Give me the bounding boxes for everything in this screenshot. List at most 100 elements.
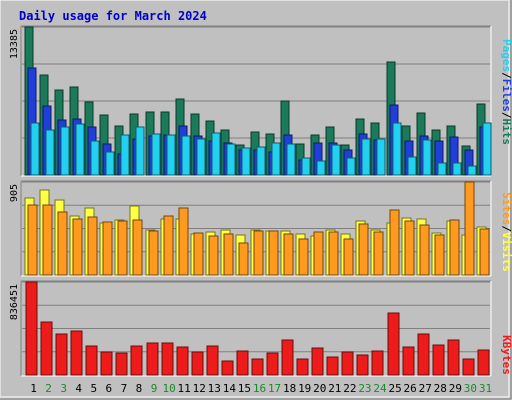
bottom-bar-kbytes-day-20	[311, 347, 324, 376]
day-label: 22	[343, 382, 356, 395]
bottom-bar-kbytes-day-5	[85, 345, 98, 376]
day-label: 2	[45, 382, 52, 395]
top-bar-pages-day-4	[75, 123, 85, 176]
middle-bar-sites-day-1	[27, 204, 38, 276]
middle-bar-sites-day-13	[208, 235, 219, 276]
top-bar-pages-day-20	[316, 160, 326, 176]
middle-bar-sites-day-25	[389, 209, 400, 276]
middle-legend-part: Sites	[500, 192, 512, 225]
top-bar-pages-day-5	[90, 140, 100, 176]
bottom-legend-part: KBytes	[500, 335, 512, 375]
middle-bar-sites-day-26	[404, 220, 415, 276]
middle-bar-sites-day-23	[358, 223, 369, 276]
middle-bar-sites-day-4	[72, 218, 83, 276]
bottom-bar-kbytes-day-16	[251, 358, 264, 376]
day-label: 24	[373, 382, 387, 395]
top-bar-pages-day-8	[135, 126, 145, 176]
bottom-bar-kbytes-day-28	[432, 344, 445, 376]
bottom-bar-kbytes-day-30	[462, 358, 475, 376]
middle-bar-sites-day-3	[57, 211, 68, 276]
bottom-bar-kbytes-day-6	[100, 351, 113, 376]
day-label: 8	[136, 382, 143, 395]
bottom-bar-kbytes-day-15	[236, 350, 249, 376]
top-panel: 13385	[9, 25, 492, 177]
top-bar-pages-day-28	[437, 162, 447, 176]
middle-bar-sites-day-8	[132, 219, 143, 276]
top-bar-pages-day-14	[226, 143, 236, 176]
top-bar-pages-day-26	[407, 156, 417, 176]
day-label: 23	[358, 382, 371, 395]
day-label: 1	[30, 382, 37, 395]
day-label: 26	[404, 382, 417, 395]
top-legend: Pages/Files/Hits	[500, 39, 512, 145]
top-bar-pages-day-21	[331, 144, 341, 176]
day-label: 14	[223, 382, 237, 395]
top-bar-pages-day-11	[181, 135, 191, 176]
middle-bar-sites-day-6	[102, 221, 113, 276]
top-legend-part: Hits	[500, 119, 512, 146]
bottom-bar-kbytes-day-13	[206, 345, 219, 376]
top-bar-pages-day-29	[452, 162, 462, 176]
middle-bar-sites-day-29	[449, 219, 460, 276]
day-label: 7	[121, 382, 128, 395]
top-bar-pages-day-7	[120, 134, 130, 176]
bottom-bar-kbytes-day-24	[371, 350, 384, 376]
bottom-bar-kbytes-day-31	[477, 349, 490, 376]
top-bar-pages-day-22	[346, 157, 356, 176]
middle-bar-sites-day-10	[163, 215, 174, 276]
bottom-bar-kbytes-day-2	[40, 321, 53, 376]
middle-bar-sites-day-14	[223, 233, 234, 276]
day-label: 31	[479, 382, 492, 395]
bottom-y-tick-label: 836451	[9, 284, 20, 320]
middle-panel: 905	[9, 180, 492, 277]
bottom-bar-kbytes-day-11	[176, 346, 189, 376]
middle-bar-sites-day-12	[193, 232, 204, 276]
middle-bar-sites-day-11	[178, 207, 189, 276]
top-bar-pages-day-18	[286, 143, 296, 176]
top-legend-part: /	[500, 112, 512, 119]
bottom-legend: KBytes	[500, 335, 512, 375]
middle-bar-sites-day-31	[479, 228, 490, 276]
day-label: 18	[283, 382, 296, 395]
middle-y-tick-label: 905	[9, 184, 20, 202]
bottom-bar-kbytes-day-17	[266, 352, 279, 376]
top-bar-pages-day-2	[45, 129, 55, 176]
day-label: 25	[388, 382, 401, 395]
bottom-bar-kbytes-day-27	[417, 333, 430, 376]
bottom-bar-kbytes-day-8	[130, 345, 143, 376]
middle-bar-sites-day-18	[283, 233, 294, 276]
middle-legend-part: /	[500, 225, 512, 232]
day-label: 29	[449, 382, 462, 395]
middle-bar-sites-day-21	[328, 231, 339, 276]
bottom-bar-kbytes-day-3	[55, 333, 68, 376]
middle-legend-part: Visits	[500, 232, 512, 272]
middle-bar-sites-day-7	[117, 220, 128, 276]
day-label: 5	[90, 382, 97, 395]
bottom-bar-kbytes-day-29	[447, 339, 460, 376]
day-label: 15	[238, 382, 251, 395]
top-bar-pages-day-9	[151, 133, 161, 176]
day-label: 16	[253, 382, 266, 395]
top-bar-pages-day-23	[361, 138, 371, 176]
bottom-bar-kbytes-day-25	[387, 312, 400, 376]
middle-bar-sites-day-28	[434, 234, 445, 276]
middle-bar-sites-day-20	[313, 231, 324, 276]
bottom-bar-kbytes-day-26	[402, 346, 415, 376]
bottom-panel: 836451	[9, 280, 492, 377]
day-label: 11	[178, 382, 191, 395]
top-bar-pages-day-24	[376, 138, 386, 176]
middle-bar-sites-day-19	[298, 238, 309, 276]
middle-bar-sites-day-17	[268, 230, 279, 276]
bottom-bar-kbytes-day-22	[341, 351, 354, 376]
bottom-bar-kbytes-day-18	[281, 339, 294, 376]
day-label: 30	[464, 382, 477, 395]
top-legend-part: Files	[500, 79, 512, 112]
top-bar-pages-day-16	[256, 146, 266, 176]
middle-bar-sites-day-15	[238, 242, 249, 276]
day-label: 3	[60, 382, 67, 395]
day-label: 4	[75, 382, 82, 395]
day-label: 9	[151, 382, 158, 395]
top-bar-pages-day-27	[422, 139, 432, 176]
